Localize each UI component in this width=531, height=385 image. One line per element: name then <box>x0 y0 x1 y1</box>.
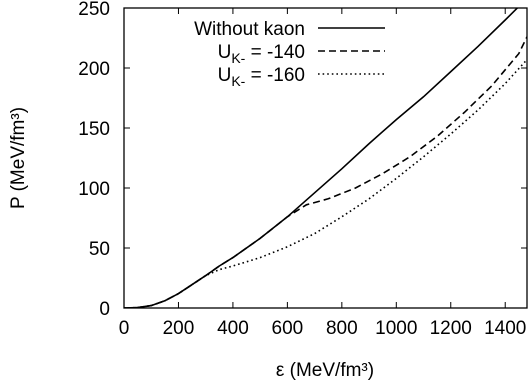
x-tick-label: 1000 <box>375 318 417 339</box>
series-line-dashed <box>124 36 527 308</box>
x-tick-label: 1200 <box>430 318 472 339</box>
y-tick-label: 0 <box>99 299 110 320</box>
y-tick-label: 50 <box>89 239 110 260</box>
axis-ticks: 0 200 400 600 800 1000 1200 1400 0 50 100 150 200 250 <box>78 0 527 339</box>
x-tick-label: 200 <box>163 318 195 339</box>
y-tick-label: 150 <box>78 119 110 140</box>
x-tick-label: 0 <box>119 318 130 339</box>
x-tick-label: 400 <box>217 318 249 339</box>
y-tick-label: 250 <box>78 0 110 20</box>
y-tick-label: 100 <box>78 179 110 200</box>
y-axis-label: P (MeV/fm³) <box>8 107 29 209</box>
x-tick-label: 600 <box>272 318 304 339</box>
plot-frame <box>123 7 528 309</box>
series-layer <box>124 8 527 308</box>
y-tick-label: 200 <box>78 59 110 80</box>
legend-label: UK- = -160 <box>218 65 305 89</box>
x-axis-label: ε (MeV/fm³) <box>276 360 374 381</box>
series-line-solid <box>124 8 519 308</box>
legend-label: Without kaon <box>194 19 305 40</box>
x-tick-label: 800 <box>326 318 358 339</box>
series-line-dotted <box>124 59 527 308</box>
x-tick-label: 1400 <box>484 318 526 339</box>
legend-label: UK- = -140 <box>218 42 305 66</box>
